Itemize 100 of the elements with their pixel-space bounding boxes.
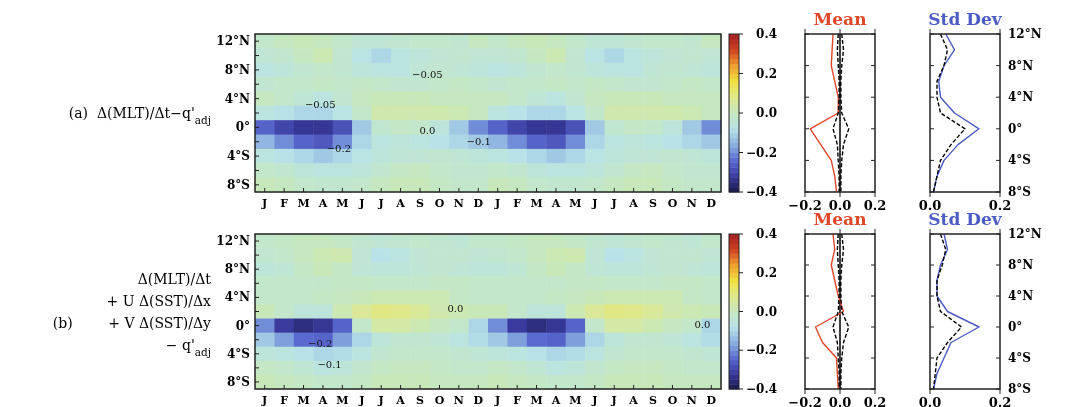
color-bar-label: 0.0 [756,304,777,319]
y-tick-label: 8°S [226,177,250,192]
annotation: −0.1 [317,359,342,371]
x-tick-label: F [280,197,289,210]
x-tick-label: N [686,394,697,407]
chart-title: Std Dev [928,9,1003,29]
y-tick-label: 4°S [1008,153,1032,168]
y-tick-label: 8°S [1008,185,1032,199]
y-tick-label: 0° [235,318,250,333]
y-tick-label: 12°N [1008,27,1042,41]
x-tick-label: J [358,197,365,210]
x-tick-label: O [434,197,445,210]
x-tick-label: J [377,197,384,210]
annotation: −0.2 [308,337,333,349]
x-tick-label: O [667,197,678,210]
x-tick-label: J [377,394,384,407]
x-tick-label: S [649,197,658,210]
y-tick-label: 8°N [1008,258,1034,272]
x-tick-label: J [261,394,268,407]
x-tick-label: D [706,197,717,210]
x-tick-label: J [494,394,501,407]
annotation: −0.1 [466,136,491,148]
y-tick-label: 4°N [1008,289,1034,303]
x-tick-label: A [550,197,561,210]
annotation: 0.0 [447,303,464,315]
annotation: 0.0 [419,125,436,137]
y-tick-label: 0° [235,120,250,135]
x-tick-label: F [513,394,522,407]
x-tick-label: A [628,394,639,407]
x-tick-label: M [336,394,349,407]
color-bar-label: −0.2 [746,343,777,358]
y-tick-label: 4°N [1008,90,1034,105]
x-tick-label: M [569,394,582,407]
color-bar-label: −0.4 [746,185,777,199]
color-bar-label: −0.4 [746,382,777,396]
color-bar-label: 0.4 [756,227,777,241]
x-tick-label: 0.0 [918,395,942,407]
y-tick-label: 12°N [216,34,251,49]
x-tick-label: N [686,197,697,210]
x-tick-label: D [473,394,484,407]
chart-title: Mean [813,9,867,29]
color-bar-label: 0.2 [756,265,777,280]
x-tick-label: −0.2 [788,395,822,407]
y-tick-label: 4°N [224,290,251,305]
x-tick-label: J [610,394,617,407]
x-tick-label: J [261,197,268,210]
x-tick-label: A [317,394,328,407]
x-tick-label: J [591,197,598,210]
x-tick-label: M [569,197,582,210]
x-tick-label: M [530,197,543,210]
x-tick-label: S [416,197,425,210]
x-tick-label: M [336,197,349,210]
annotation: −0.05 [304,98,336,110]
x-tick-label: D [473,197,484,210]
y-tick-label: 8°N [224,62,251,77]
x-tick-label: J [494,197,501,210]
y-tick-label: 4°S [226,149,250,164]
x-tick-label: F [513,197,522,210]
x-tick-label: M [297,197,310,210]
x-tick-label: O [434,394,445,407]
x-tick-label: 0.2 [863,395,887,407]
y-tick-label: 4°N [224,91,251,106]
y-tick-label: 12°N [216,234,251,249]
x-tick-label: M [297,394,310,407]
y-tick-label: 8°N [1008,58,1034,73]
annotation: −0.05 [412,68,443,80]
x-tick-label: M [530,394,543,407]
x-tick-label: S [649,394,658,407]
x-tick-label: A [550,394,561,407]
y-tick-label: 0° [1008,121,1023,136]
y-tick-label: 8°S [226,374,250,389]
x-tick-label: D [706,394,717,407]
x-tick-label: F [280,394,289,407]
x-tick-label: 0.0 [828,395,852,407]
x-tick-label: N [453,394,464,407]
color-bar-label: 0.2 [756,66,777,81]
y-axis-title: Δ(MLT)/Δt + U Δ(SST)/Δx (b) + V Δ(SST)/Δy − q'$_{adj}$ [52,270,212,358]
color-bar-label: 0.4 [756,27,777,41]
x-tick-label: A [317,197,328,210]
x-tick-label: O [667,394,678,407]
x-tick-label: S [416,394,425,407]
y-tick-label: 12°N [1008,227,1042,241]
y-tick-label: 4°S [226,346,250,361]
annotation: −0.2 [326,142,352,154]
y-tick-label: 4°S [1008,351,1032,365]
x-tick-label: J [358,394,365,407]
y-tick-label: 0° [1008,320,1023,334]
x-tick-label: A [628,197,639,210]
y-tick-label: 8°N [224,262,251,277]
color-bar-label: −0.2 [746,145,777,160]
x-tick-label: A [395,394,406,407]
x-tick-label: 0.2 [988,395,1012,407]
y-tick-label: 8°S [1008,382,1032,396]
x-tick-label: J [610,197,617,210]
x-tick-label: J [591,394,598,407]
x-tick-label: A [395,197,406,210]
annotation: 0.0 [694,318,711,330]
color-bar-label: 0.0 [756,106,777,120]
y-axis-title: (a) Δ(MLT)/Δt−q'$_{adj}$ [68,105,211,126]
x-tick-label: N [453,197,464,210]
